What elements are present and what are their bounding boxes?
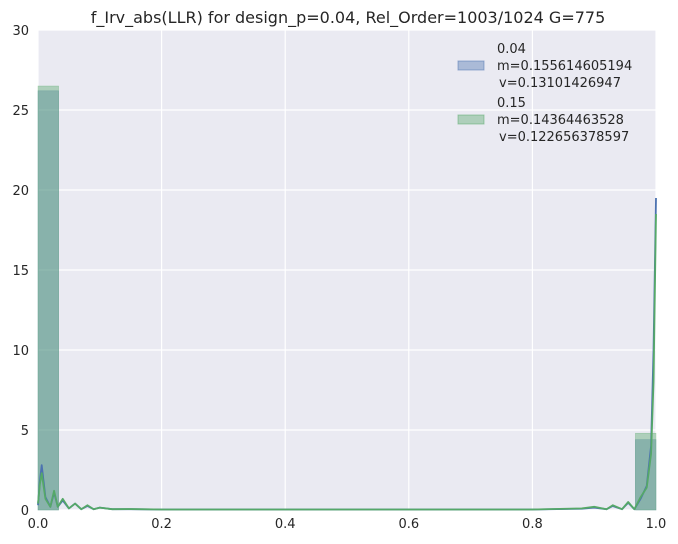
y-tick-label: 15	[12, 264, 29, 279]
y-tick-labels: 0 5 10 15 20 25 30	[12, 24, 29, 519]
x-tick-label: 1.0	[646, 517, 667, 532]
legend-series-1-variance: v=0.122656378597	[499, 130, 629, 145]
histogram-bar	[37, 85, 59, 511]
y-tick-label: 10	[12, 344, 29, 359]
x-tick-labels: 0.0 0.2 0.4 0.6 0.8 1.0	[28, 517, 667, 532]
x-tick-label: 0.0	[28, 517, 49, 532]
x-tick-label: 0.2	[151, 517, 172, 532]
kde-lines	[37, 197, 657, 511]
legend-series-1-swatch	[457, 114, 485, 125]
x-tick-label: 0.4	[275, 517, 296, 532]
legend: 0.04 m=0.155614605194 v=0.13101426947 0.…	[457, 42, 632, 145]
histogram-bars	[37, 85, 657, 511]
legend-series-0-variance: v=0.13101426947	[499, 76, 621, 91]
y-tick-label: 30	[12, 24, 29, 39]
legend-series-0-name: 0.04	[497, 42, 526, 57]
legend-series-1-name: 0.15	[497, 96, 526, 111]
y-tick-label: 25	[12, 104, 29, 119]
x-tick-label: 0.6	[398, 517, 419, 532]
y-tick-label: 20	[12, 184, 29, 199]
chart-title: f_Irv_abs(LLR) for design_p=0.04, Rel_Or…	[91, 8, 606, 28]
histogram-bar	[635, 432, 657, 511]
y-tick-label: 5	[21, 424, 29, 439]
x-tick-label: 0.8	[522, 517, 543, 532]
legend-series-1-mean: m=0.14364463528	[497, 113, 624, 128]
y-tick-label: 0	[21, 504, 29, 519]
legend-series-0-mean: m=0.155614605194	[497, 59, 632, 74]
kde-line-series-1	[37, 213, 657, 511]
legend-series-0-swatch	[457, 60, 485, 71]
